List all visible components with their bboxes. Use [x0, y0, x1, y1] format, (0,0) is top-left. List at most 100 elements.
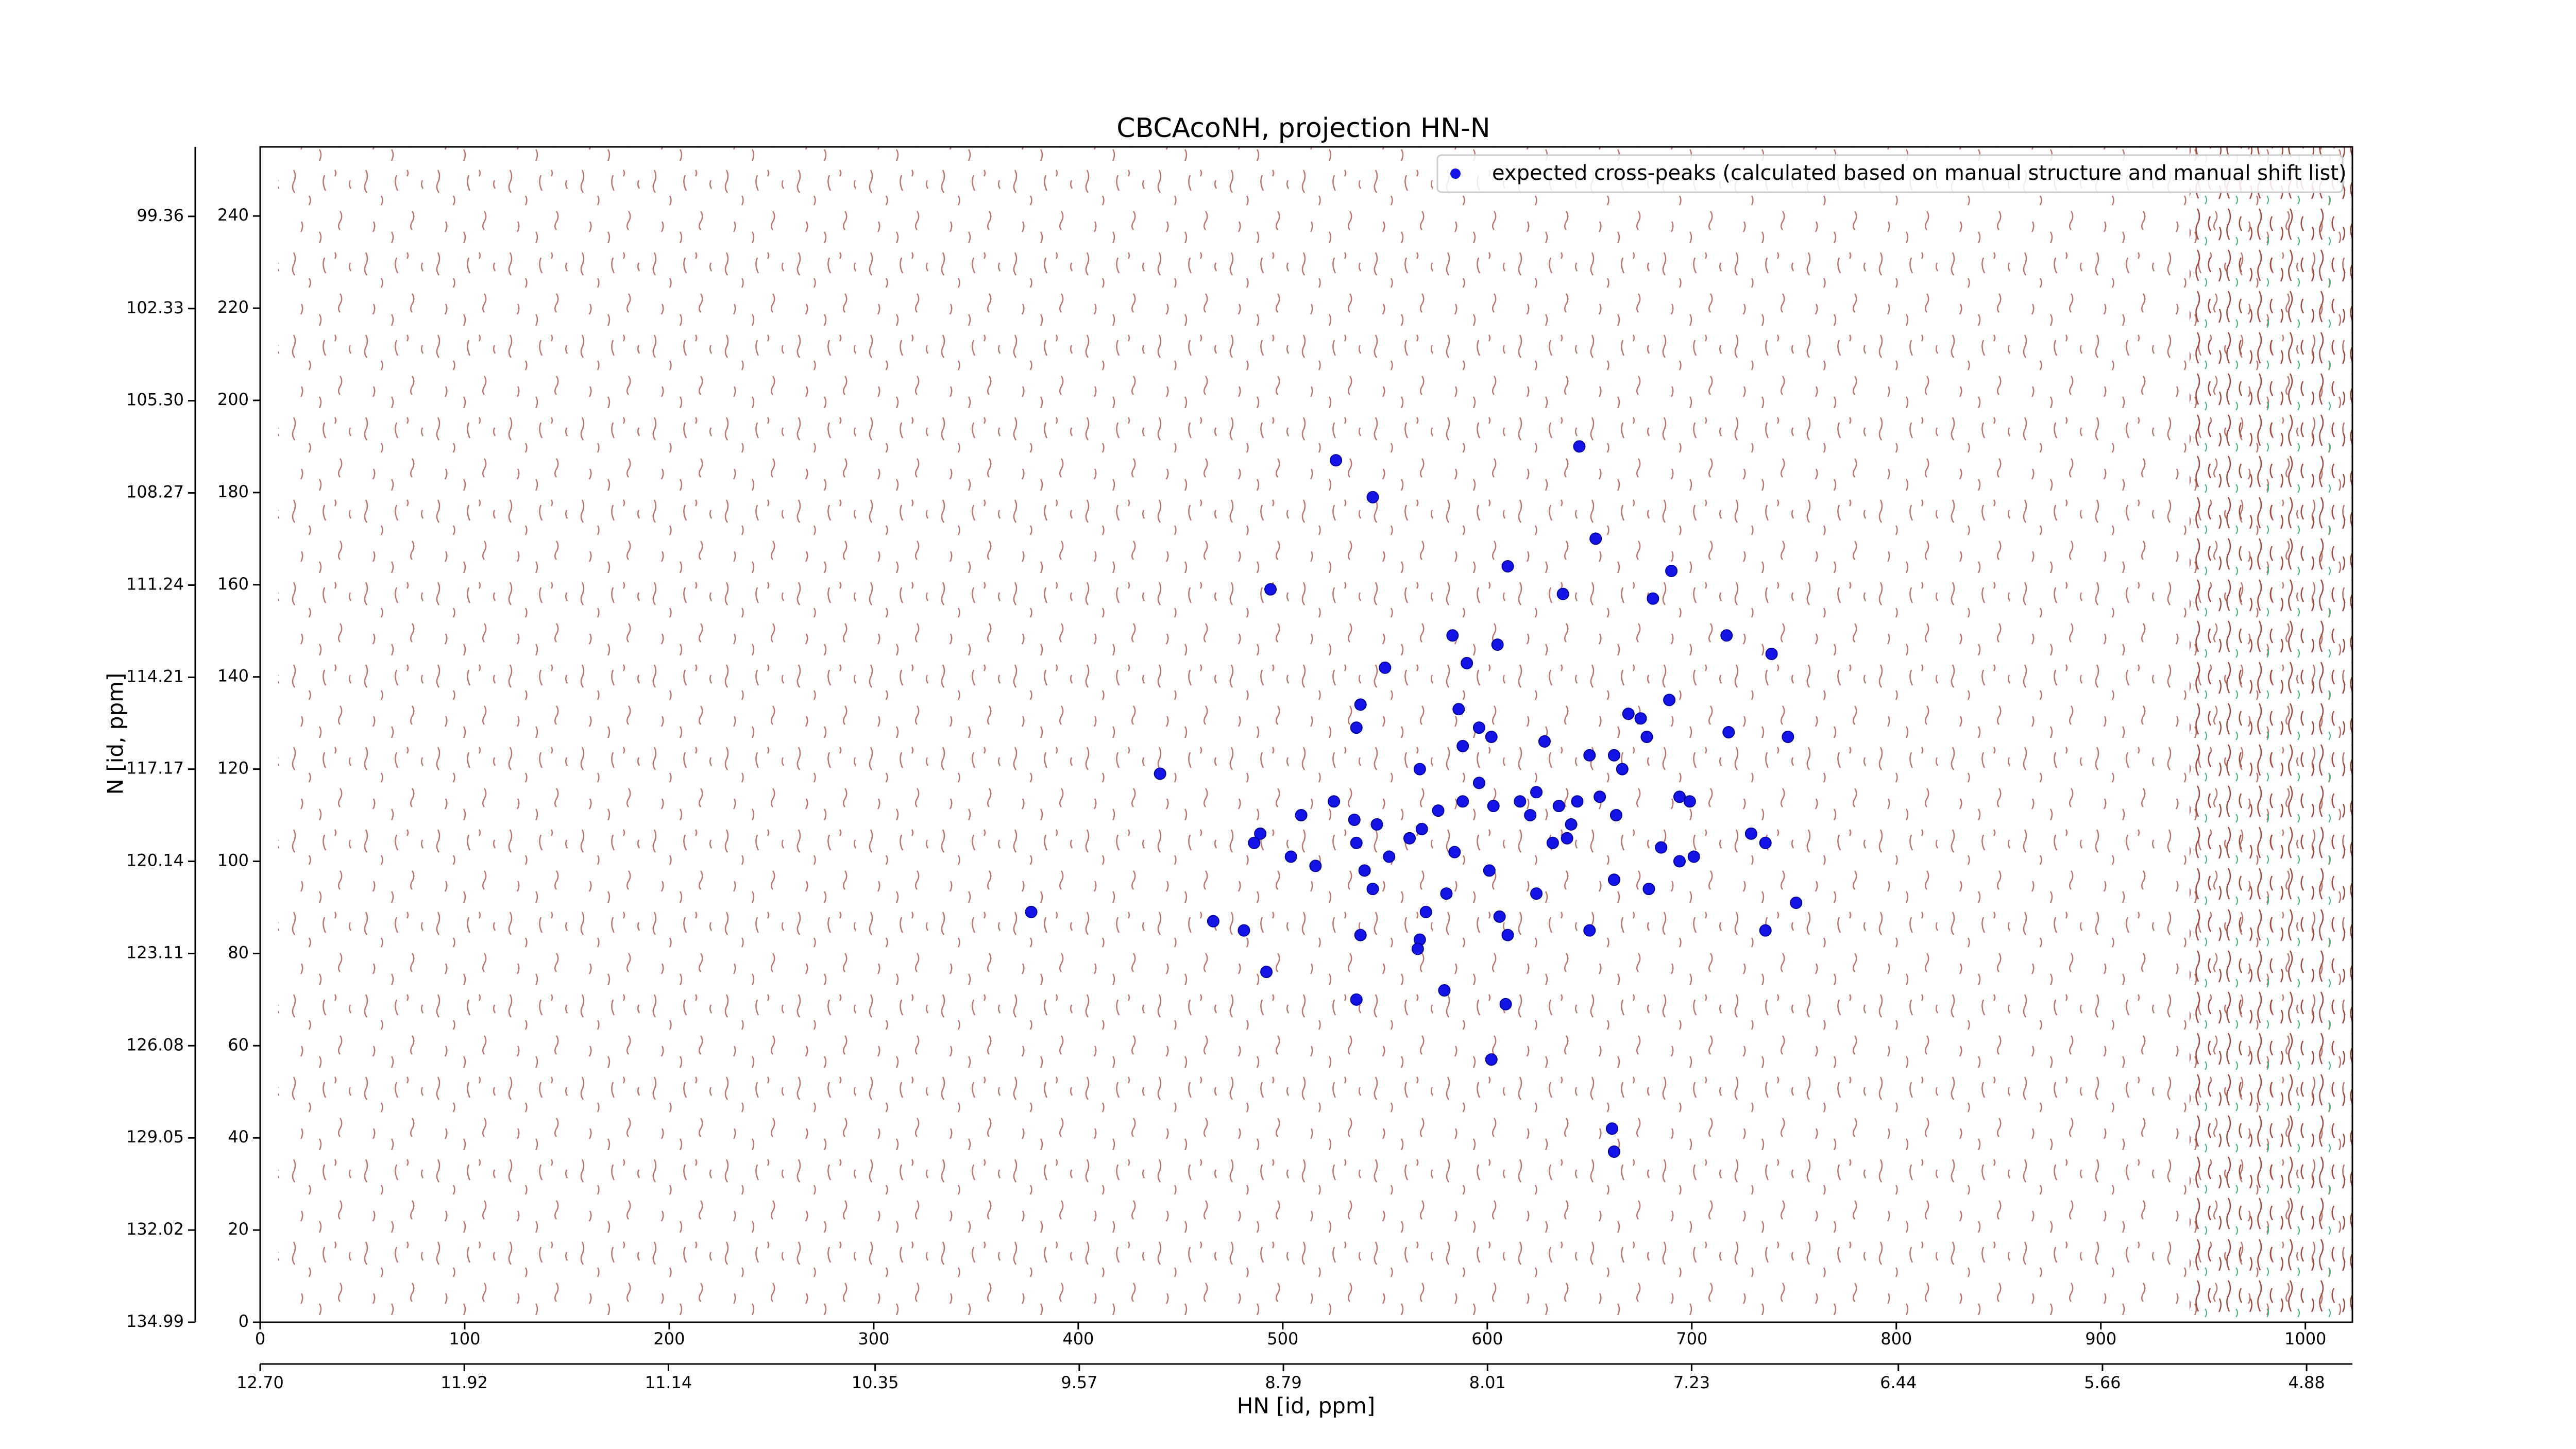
cross-peak	[1309, 860, 1322, 872]
cross-peak	[1491, 638, 1504, 651]
cross-peak	[1452, 703, 1465, 716]
cross-peak	[1264, 583, 1277, 596]
y2-tick-label: 117.17	[126, 759, 184, 778]
cross-peak	[1485, 1053, 1498, 1066]
x2-tick-label: 11.92	[440, 1373, 488, 1392]
x2-tick-label: 4.88	[2288, 1373, 2325, 1392]
cross-peak	[1640, 730, 1653, 743]
x2-tick-label: 11.14	[645, 1373, 692, 1392]
x-axis-label: HN [id, ppm]	[1237, 1393, 1375, 1419]
cross-peak	[1605, 1122, 1618, 1135]
x2-tick-label: 7.23	[1673, 1373, 1710, 1392]
cross-peak	[1501, 929, 1514, 941]
y2-tick-label: 108.27	[126, 482, 184, 502]
cross-peak	[1647, 592, 1659, 605]
y2-tick-label: 134.99	[126, 1311, 184, 1331]
x-tick-label: 500	[1267, 1329, 1298, 1349]
cross-peak	[1295, 809, 1308, 822]
contour-noise-dense	[2190, 147, 2352, 1322]
cross-peak	[1350, 721, 1363, 734]
y-tick-label: 0	[239, 1311, 249, 1331]
cross-peak	[1634, 712, 1647, 725]
x-tick-label: 400	[1062, 1329, 1094, 1349]
cross-peak	[1472, 777, 1485, 789]
y-tick-label: 220	[217, 297, 249, 317]
cross-peak	[1354, 929, 1367, 941]
cross-peak	[1589, 532, 1602, 545]
cross-peak	[1446, 629, 1459, 642]
cross-peak	[1154, 767, 1166, 780]
plot-frame	[259, 146, 2353, 1323]
x-tick-label: 1000	[2284, 1329, 2326, 1349]
cross-peak	[1358, 864, 1371, 877]
x-tick-label: 800	[1880, 1329, 1912, 1349]
y-axis-label: N [id, ppm]	[103, 673, 128, 795]
x2-tick-label: 6.44	[1880, 1373, 1917, 1392]
cross-peak	[1622, 707, 1635, 720]
cross-peak	[1499, 998, 1512, 1010]
cross-peak	[1366, 883, 1379, 896]
cross-peak	[1524, 809, 1537, 822]
y2-tick-label: 132.02	[126, 1219, 184, 1239]
cross-peak	[1514, 795, 1527, 808]
cross-peak	[1552, 800, 1565, 813]
cross-peak	[1438, 984, 1451, 997]
cross-peak	[1379, 661, 1392, 674]
cross-peak	[1607, 873, 1620, 886]
cross-peak	[1461, 656, 1473, 669]
cross-peak	[1440, 887, 1453, 900]
x-tick-label: 900	[2085, 1329, 2116, 1349]
cross-peak	[1260, 966, 1273, 979]
cross-peak	[1538, 735, 1551, 748]
cross-peak	[1284, 850, 1297, 863]
cross-peak	[1790, 896, 1803, 909]
cross-peak	[1348, 813, 1361, 826]
y-tick-label: 80	[228, 942, 249, 962]
cross-peak	[1573, 440, 1586, 453]
legend-marker	[1450, 169, 1461, 179]
x2-tick-label: 8.01	[1469, 1373, 1506, 1392]
y-tick-label: 60	[228, 1035, 249, 1054]
cross-peak	[1493, 910, 1506, 923]
cross-peak	[1565, 818, 1578, 831]
cross-peak	[1207, 915, 1219, 928]
y2-tick-label: 105.30	[126, 390, 184, 410]
cross-peak	[1350, 836, 1363, 849]
x2-tick-label: 8.79	[1265, 1373, 1301, 1392]
cross-peak	[1594, 790, 1606, 803]
y2-tick-label: 120.14	[126, 851, 184, 870]
legend-label: expected cross-peaks (calculated based o…	[1492, 161, 2347, 185]
x-tick-label: 200	[653, 1329, 685, 1349]
cross-peak	[1432, 804, 1445, 817]
cross-peak	[1744, 827, 1757, 840]
cross-peak	[1485, 730, 1498, 743]
x-tick-label: 600	[1471, 1329, 1503, 1349]
cross-peak	[1330, 454, 1343, 467]
cross-peak	[1607, 1145, 1620, 1158]
cross-peak	[1609, 809, 1622, 822]
y2-tick-label: 114.21	[126, 666, 184, 686]
y-tick-label: 140	[217, 666, 249, 686]
cross-peak	[1655, 841, 1668, 854]
cross-peak	[1720, 629, 1733, 642]
cross-peak	[1642, 883, 1655, 896]
cross-peak	[1238, 924, 1250, 937]
y2-tick-label: 129.05	[126, 1127, 184, 1147]
cross-peak	[1370, 818, 1383, 831]
y-tick-label: 180	[217, 482, 249, 501]
cross-peak	[1765, 647, 1778, 660]
cross-peak	[1683, 795, 1696, 808]
chart-title: CBCAcoNH, projection HN-N	[1116, 113, 1490, 144]
y2-tick-label: 123.11	[126, 942, 184, 962]
cross-peak	[1403, 832, 1416, 845]
x-tick-label: 100	[449, 1329, 480, 1349]
cross-peak	[1472, 721, 1485, 734]
cross-peak	[1483, 864, 1496, 877]
cross-peak	[1530, 887, 1543, 900]
cross-peak	[1448, 846, 1461, 858]
cross-peak	[1759, 924, 1772, 937]
y2-tick-label: 102.33	[126, 298, 184, 317]
y2-tick-label: 99.36	[137, 206, 184, 225]
cross-peak	[1254, 827, 1267, 840]
legend-box	[1436, 154, 2344, 193]
